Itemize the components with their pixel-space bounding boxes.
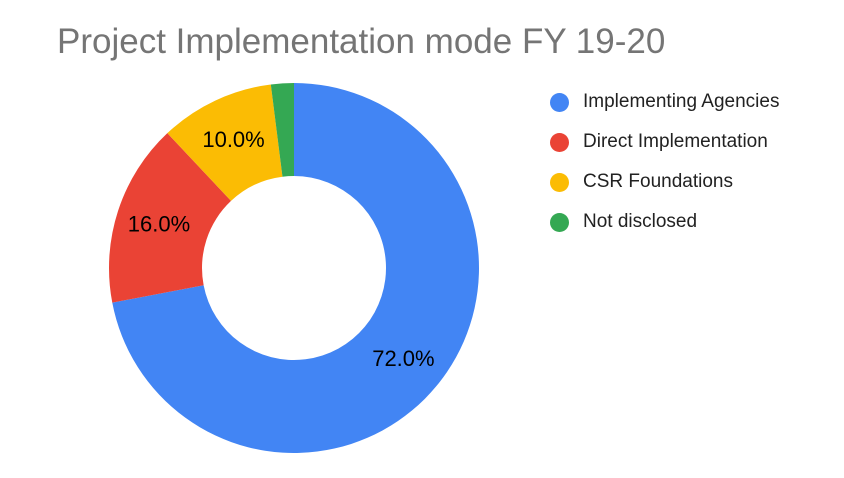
legend: Implementing Agencies Direct Implementati… <box>550 82 779 242</box>
legend-item-not-disclosed: Not disclosed <box>550 202 779 242</box>
slice-labels-group: 72.0% 16.0% 10.0% <box>128 127 435 371</box>
legend-item-csr-foundations: CSR Foundations <box>550 162 779 202</box>
slice-not-disclosed <box>270 83 294 177</box>
slice-direct-implementation <box>109 133 232 303</box>
legend-item-implementing-agencies: Implementing Agencies <box>550 82 779 122</box>
legend-label: Implementing Agencies <box>583 91 780 112</box>
legend-label: Direct Implementation <box>583 131 768 152</box>
legend-swatch <box>550 172 569 192</box>
legend-label: CSR Foundations <box>583 171 733 192</box>
slice-label-implementing-agencies: 72.0% <box>372 346 434 371</box>
slice-csr-foundations <box>167 84 283 201</box>
slice-label-direct-implementation: 16.0% <box>128 212 190 237</box>
legend-item-direct-implementation: Direct Implementation <box>550 122 779 162</box>
legend-swatch <box>550 92 569 112</box>
chart-title: Project Implementation mode FY 19-20 <box>57 22 666 61</box>
legend-swatch <box>550 212 569 232</box>
legend-label: Not disclosed <box>583 211 698 232</box>
slice-label-csr-foundations: 10.0% <box>202 127 264 152</box>
legend-swatch <box>550 132 569 152</box>
slice-implementing-agencies <box>112 83 480 453</box>
slices-group <box>109 83 480 453</box>
